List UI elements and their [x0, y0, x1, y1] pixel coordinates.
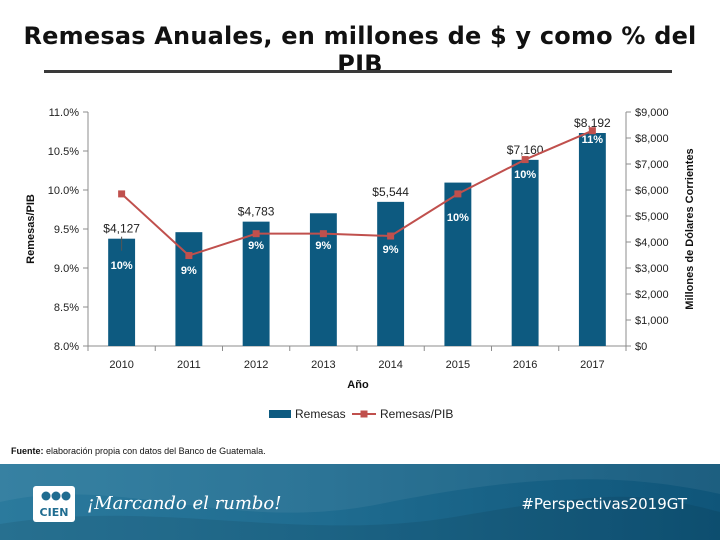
pib-percent-label: 9% — [248, 240, 264, 252]
line-marker-2016 — [521, 156, 529, 164]
combo-chart: 8.0% 8.5% 9.0% 9.5% 10.0% 10.5% 11.0% $0 $1,000 $… — [25, 107, 696, 421]
y-axis-right-title: Millones de Dólares Corrientes — [684, 148, 696, 309]
hashtag: #Perspectivas2019GT — [521, 495, 687, 513]
pib-percent-label: 9% — [315, 240, 331, 252]
slogan: ¡Marcando el rumbo! — [87, 493, 282, 514]
right-tick-label: $5,000 — [635, 211, 669, 223]
line-marker-2014 — [387, 232, 395, 240]
right-tick-label: $1,000 — [635, 315, 669, 327]
source-text: elaboración propia con datos del Banco d… — [46, 446, 266, 456]
x-tick-label: 2011 — [177, 359, 201, 371]
left-tick-label: 11.0% — [49, 107, 80, 119]
footer-wave-decoration — [0, 464, 720, 540]
title-divider — [44, 70, 672, 73]
bar-remesas-2017 — [578, 133, 606, 346]
left-tick-label: 10.0% — [48, 185, 79, 197]
pib-percent-label: 10% — [447, 212, 469, 224]
pib-percent-label: 10% — [514, 169, 536, 181]
x-tick-label: 2012 — [244, 359, 268, 371]
left-tick-label: 8.5% — [54, 302, 79, 314]
legend-label-remesas: Remesas — [295, 407, 346, 421]
x-tick-label: 2014 — [378, 359, 402, 371]
line-marker-2012 — [252, 230, 260, 238]
cien-logo: CIEN — [33, 486, 75, 522]
x-tick-label: 2016 — [513, 359, 537, 371]
legend-label-remesas-pib: Remesas/PIB — [380, 407, 453, 421]
x-tick-label: 2015 — [446, 359, 470, 371]
left-tick-label: 9.0% — [54, 263, 79, 275]
pib-percent-label: 9% — [181, 265, 197, 277]
x-tick-label: 2010 — [109, 359, 133, 371]
bar-remesas-2014 — [377, 201, 405, 346]
legend-marker-remesas-pib — [360, 410, 368, 418]
left-tick-label: 9.5% — [54, 224, 79, 236]
pib-percent-label: 10% — [111, 260, 133, 272]
pib-percent-label: 9% — [383, 244, 399, 256]
page-title: Remesas Anuales, en millones de $ y como… — [23, 22, 697, 78]
right-tick-label: $2,000 — [635, 289, 669, 301]
left-tick-label: 8.0% — [54, 341, 79, 353]
footer-banner: CIEN ¡Marcando el rumbo! #Perspectivas20… — [0, 464, 720, 540]
bar-value-label: $7,160 — [507, 143, 544, 157]
line-marker-2017 — [588, 127, 596, 135]
source-note: Fuente: elaboración propia con datos del… — [11, 446, 266, 456]
right-tick-label: $7,000 — [635, 159, 669, 171]
bar-value-label: $8,192 — [574, 116, 611, 130]
right-tick-label: $9,000 — [635, 107, 669, 119]
line-marker-2010 — [118, 190, 126, 198]
line-marker-2011 — [185, 252, 193, 260]
line-remesas-pib — [120, 129, 593, 257]
right-tick-label: $4,000 — [635, 237, 669, 249]
right-tick-label: $8,000 — [635, 133, 669, 145]
left-tick-label: 10.5% — [48, 146, 79, 158]
bar-value-label: $4,127 — [103, 222, 140, 236]
right-tick-label: $0 — [635, 341, 647, 353]
bar-value-label: $4,783 — [238, 205, 275, 219]
x-tick-label: 2013 — [311, 359, 335, 371]
right-tick-label: $6,000 — [635, 185, 669, 197]
line-marker-2015 — [454, 190, 462, 198]
source-label: Fuente: — [11, 446, 44, 456]
bar-remesas-2012 — [242, 221, 270, 346]
bar-value-label: $5,544 — [372, 185, 409, 199]
x-axis-title: Año — [347, 379, 369, 391]
legend-swatch-remesas — [269, 410, 291, 418]
pib-percent-label: 11% — [582, 134, 604, 146]
y-axis-left-title: Remesas/PIB — [25, 194, 37, 264]
right-tick-label: $3,000 — [635, 263, 669, 275]
x-tick-label: 2017 — [580, 359, 604, 371]
line-marker-2013 — [319, 230, 327, 238]
bar-remesas-2011 — [175, 232, 203, 346]
bar-remesas-2010 — [108, 238, 136, 346]
bar-remesas-2016 — [511, 159, 539, 346]
logo-text: CIEN — [40, 506, 69, 519]
bar-remesas-2015 — [444, 182, 472, 346]
